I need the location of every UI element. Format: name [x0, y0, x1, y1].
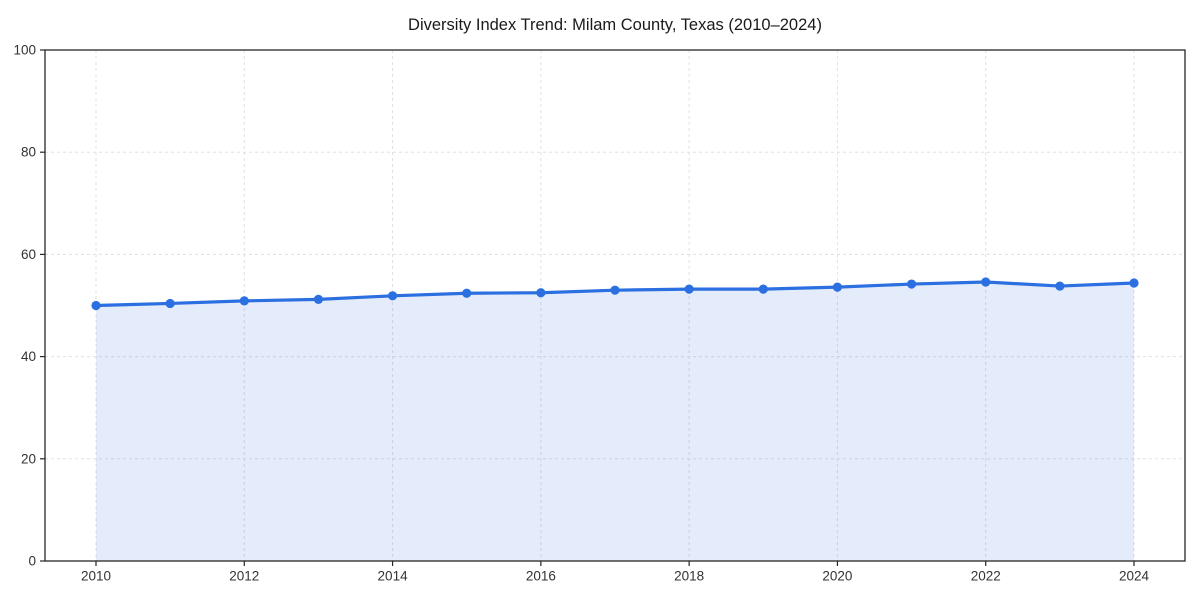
data-point-2013	[313, 294, 324, 304]
data-point-2010	[91, 300, 101, 311]
x-tick-label: 2020	[822, 569, 852, 584]
data-point-2014	[387, 291, 398, 301]
tick-labels: 2010 2012 2014 2016 2018 2020 2022 2024 0 20 40 60 8…	[13, 43, 1149, 584]
tick-marks	[40, 49, 1135, 566]
x-tick-label: 2022	[971, 569, 1001, 584]
data-point-2020	[832, 282, 843, 292]
gridlines	[45, 49, 1185, 562]
axes-box	[44, 49, 1186, 562]
y-tick-label: 20	[21, 451, 36, 466]
plot-border	[44, 49, 1186, 562]
area-fill-shape	[96, 281, 1134, 561]
data-point-2023	[1055, 281, 1065, 291]
y-tick-label: 100	[13, 43, 36, 58]
x-tick-label: 2014	[378, 569, 409, 584]
data-point-2019	[758, 284, 768, 294]
y-tick-label: 0	[28, 554, 36, 569]
data-point-2021	[906, 279, 917, 289]
data-point-2011	[165, 298, 175, 309]
chart-title: Diversity Index Trend: Milam County, Tex…	[408, 16, 822, 34]
data-point-2015	[462, 288, 472, 298]
data-point-markers	[91, 277, 1139, 311]
y-tick-label: 60	[21, 247, 36, 262]
data-point-2018	[684, 284, 694, 294]
y-tick-label: 80	[21, 145, 36, 160]
data-point-2012	[239, 296, 249, 306]
x-tick-label: 2012	[229, 569, 259, 584]
x-tick-label: 2024	[1119, 569, 1150, 584]
data-point-2024	[1129, 278, 1139, 288]
x-tick-label: 2016	[526, 569, 556, 584]
y-tick-label: 40	[21, 349, 36, 364]
data-point-2016	[536, 288, 546, 298]
x-tick-label: 2018	[674, 569, 704, 584]
data-point-2017	[610, 285, 620, 295]
data-point-2022	[981, 277, 991, 287]
x-tick-label: 2010	[81, 569, 111, 584]
area-fill	[96, 281, 1134, 561]
